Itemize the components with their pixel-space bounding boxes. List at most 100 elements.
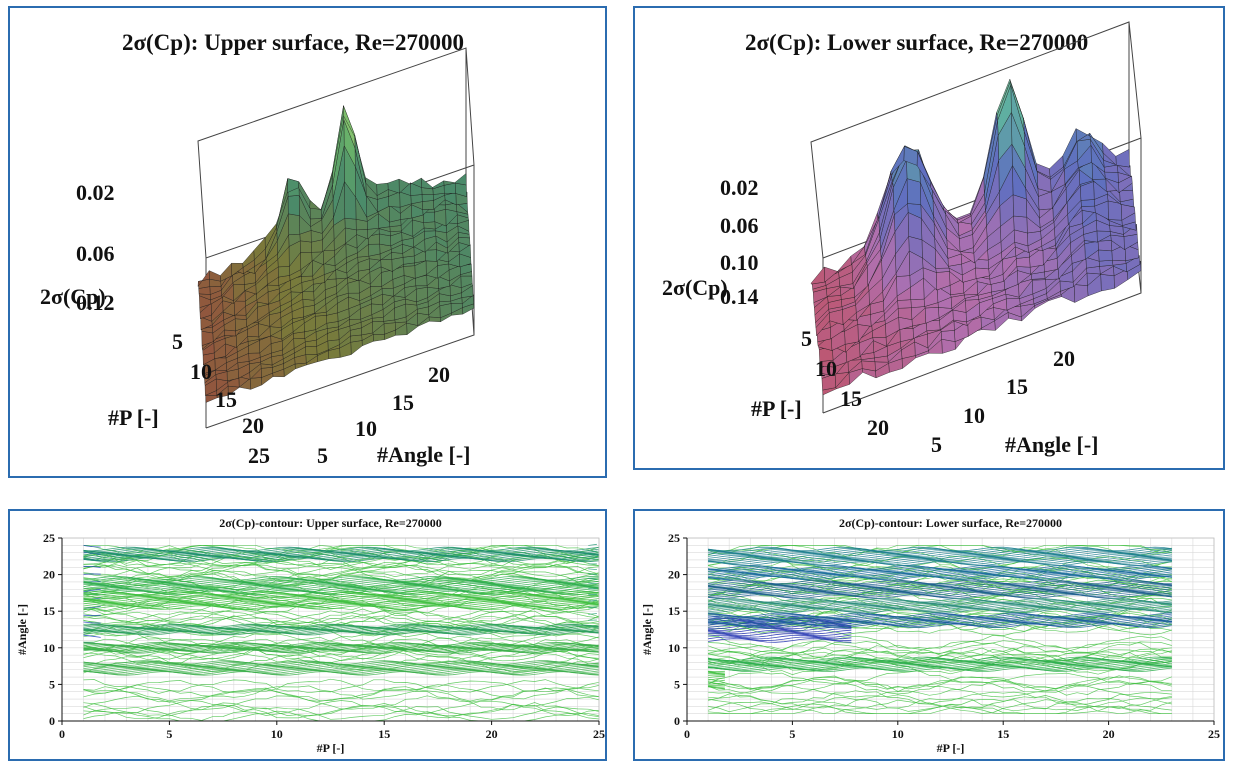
y-tick-label: 5 (931, 432, 942, 457)
contour-band-line (84, 546, 101, 548)
contour-band-line (708, 685, 725, 686)
x-tick-label: 0 (59, 727, 65, 741)
y-axis-label: #Angle [-] (377, 442, 470, 467)
surface-facet (1081, 200, 1095, 207)
x-axis-label: #P [-] (751, 396, 802, 421)
surface-lower-chart: 2σ(Cp): Lower surface, Re=270000 0.02 0.06… (635, 8, 1223, 468)
y-axis-label: #Angle [-] (15, 604, 29, 655)
surface-facet (1098, 240, 1112, 251)
surface-facet (898, 300, 912, 309)
y-tick-label: 10 (668, 641, 680, 655)
y-tick-label: 10 (963, 403, 985, 428)
y-tick-label: 20 (1053, 346, 1075, 371)
surface-facet (1016, 257, 1030, 267)
y-tick-label: 20 (43, 568, 55, 582)
contour-band-line (588, 583, 597, 584)
y-tick-label: 25 (43, 531, 55, 545)
y-axis-label: #Angle [-] (640, 604, 654, 655)
surface-facet (351, 341, 363, 355)
x-tick-label: 15 (378, 727, 390, 741)
y-tick-label: 25 (668, 531, 680, 545)
surface-facet (288, 214, 300, 235)
z-tick-label: 0.02 (720, 175, 759, 200)
y-tick-label: 5 (674, 677, 680, 691)
x-tick-label: 10 (271, 727, 283, 741)
x-axis-label: #P [-] (937, 741, 965, 755)
surface-facet (345, 218, 357, 230)
surface-facet (1116, 149, 1130, 167)
z-axis-label: 2σ(Cp) (40, 284, 106, 309)
x-tick-label: 5 (801, 326, 812, 351)
surface-facet (1074, 285, 1088, 303)
x-tick-label: 10 (190, 359, 212, 384)
contour-upper-chart: 2σ(Cp)-contour: Upper surface, Re=270000… (10, 511, 605, 759)
surface-upper-chart: 2σ(Cp): Upper surface, Re=270000 0.02 0.06… (10, 8, 605, 476)
x-tick-label: 5 (166, 727, 172, 741)
x-tick-label: 20 (242, 413, 264, 438)
surface-facet (300, 241, 312, 253)
y-tick-label: 10 (43, 641, 55, 655)
surface-facet (425, 250, 437, 262)
contour-lower-panel: 2σ(Cp)-contour: Lower surface, Re=270000… (633, 509, 1225, 761)
y-tick-label: 20 (428, 362, 450, 387)
x-tick-label: 20 (1103, 727, 1115, 741)
surface-facet (303, 292, 315, 301)
contour-band-line (588, 558, 597, 559)
contour-band-line (588, 569, 597, 570)
y-tick-label: 15 (668, 604, 680, 618)
x-tick-label: 10 (892, 727, 904, 741)
surface-facet (1101, 274, 1115, 291)
y-tick-label: 0 (674, 714, 680, 728)
x-tick-label: 25 (1208, 727, 1220, 741)
surface-upper-panel: 2σ(Cp): Upper surface, Re=270000 0.02 0.06… (8, 6, 607, 478)
surface-facet (911, 299, 925, 308)
y-tick-label: 0 (49, 714, 55, 728)
contour-band-line (588, 594, 597, 595)
contour-lower-chart: 2σ(Cp)-contour: Lower surface, Re=270000… (635, 511, 1223, 759)
surface-facet (369, 244, 381, 256)
x-axis-label: #P [-] (317, 741, 345, 755)
surface-facet (423, 212, 435, 223)
contour-title: 2σ(Cp)-contour: Lower surface, Re=270000 (839, 516, 1062, 530)
y-tick-label: 15 (392, 390, 414, 415)
y-tick-label: 10 (355, 416, 377, 441)
x-tick-label: 0 (684, 727, 690, 741)
surface-facet (424, 222, 436, 229)
surface-lower-panel: 2σ(Cp): Lower surface, Re=270000 0.02 0.06… (633, 6, 1225, 470)
surface-facet (209, 271, 221, 282)
surface-facet (455, 174, 467, 186)
surface-facet (373, 334, 385, 341)
surface-facet (422, 195, 434, 202)
y-tick-label: 5 (317, 443, 328, 468)
x-tick-label: 20 (486, 727, 498, 741)
z-tick-label: 0.02 (76, 180, 115, 205)
surface-title: 2σ(Cp): Lower surface, Re=270000 (745, 30, 1088, 55)
surface-facet (250, 378, 261, 390)
surface-facet (288, 195, 300, 215)
surface-facet (907, 179, 921, 205)
x-tick-label: 5 (172, 329, 183, 354)
surface-facet (811, 267, 825, 284)
z-axis-label: 2σ(Cp) (662, 275, 728, 300)
contour-upper-panel: 2σ(Cp)-contour: Upper surface, Re=270000… (8, 509, 607, 761)
x-axis-label: #P [-] (108, 405, 159, 430)
x-tick-label: 5 (789, 727, 795, 741)
surface-facet (1099, 250, 1113, 261)
y-axis-label: #Angle [-] (1005, 432, 1098, 457)
x-tick-label: 15 (840, 386, 862, 411)
surface-mesh (198, 106, 474, 403)
surface-title: 2σ(Cp): Upper surface, Re=270000 (122, 30, 464, 55)
surface-facet (235, 315, 247, 320)
surface-facet (306, 346, 318, 354)
x-tick-label: 15 (997, 727, 1009, 741)
x-tick-label: 25 (593, 727, 605, 741)
contour-band-line (708, 671, 725, 672)
x-tick-label: 25 (248, 443, 270, 468)
y-tick-label: 20 (668, 568, 680, 582)
x-tick-label: 20 (867, 415, 889, 440)
y-tick-label: 5 (49, 677, 55, 691)
z-tick-label: 0.06 (76, 241, 115, 266)
contour-title: 2σ(Cp)-contour: Upper surface, Re=270000 (219, 516, 441, 530)
z-tick-label: 0.10 (720, 250, 759, 275)
surface-facet (422, 200, 434, 209)
